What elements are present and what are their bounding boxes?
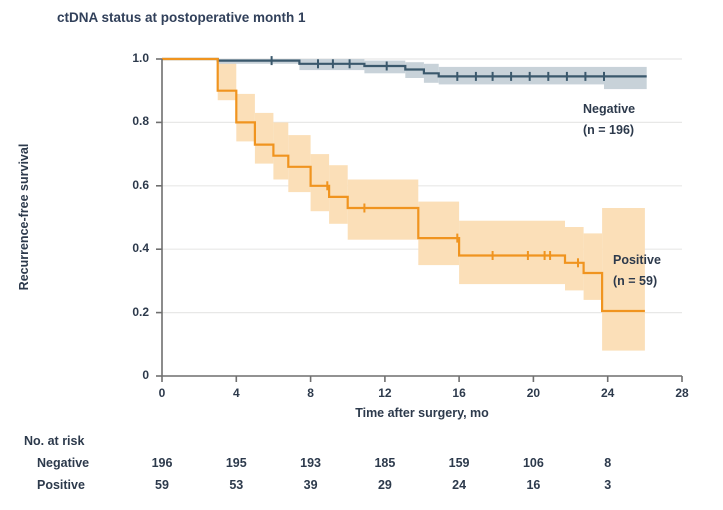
x-tick-label: 0 — [158, 386, 166, 400]
risk-value: 29 — [377, 478, 392, 492]
risk-value: 24 — [452, 478, 467, 492]
risk-value: 193 — [300, 456, 322, 470]
legend-positive: Positive (n = 59) — [613, 250, 661, 292]
legend-positive-name: Positive — [613, 253, 661, 267]
positive-confidence-band — [217, 62, 237, 101]
y-tick-label: 0.6 — [132, 177, 149, 192]
positive-confidence-band — [347, 179, 419, 240]
risk-row-label-positive: Positive — [37, 478, 85, 492]
positive-confidence-band — [288, 135, 311, 193]
x-tick-label: 4 — [232, 386, 240, 400]
legend-negative-name: Negative — [583, 102, 636, 116]
risk-value: 53 — [229, 478, 244, 492]
y-tick-label: 1.0 — [132, 51, 149, 65]
risk-value: 159 — [448, 456, 470, 470]
y-tick-label: 0 — [142, 368, 149, 382]
positive-confidence-band — [602, 208, 645, 351]
positive-confidence-band — [310, 154, 330, 212]
risk-value: 195 — [225, 456, 247, 470]
x-tick-label: 28 — [675, 386, 689, 400]
y-tick-label: 0.4 — [132, 241, 149, 256]
legend-negative: Negative (n = 196) — [583, 99, 635, 141]
positive-km-curve — [162, 57, 645, 313]
x-tick-label: 16 — [452, 386, 466, 400]
positive-confidence-band — [236, 93, 255, 142]
y-tick-label: 0.8 — [132, 114, 149, 129]
risk-value: 8 — [604, 456, 612, 470]
x-axis-label: Time after surgery, mo — [355, 406, 489, 420]
legend-positive-count: (n = 59) — [613, 274, 658, 288]
positive-confidence-band — [273, 122, 289, 180]
risk-value: 3 — [604, 478, 612, 492]
positive-confidence-band — [583, 233, 603, 300]
positive-confidence-band — [418, 201, 460, 266]
risk-row-label-negative: Negative — [37, 456, 90, 470]
risk-value: 185 — [374, 456, 396, 470]
risk-value: 59 — [155, 478, 169, 492]
positive-confidence-band — [254, 112, 274, 164]
risk-value: 39 — [303, 478, 318, 492]
chart-title: ctDNA status at postoperative month 1 — [57, 10, 306, 25]
x-tick-label: 8 — [307, 386, 314, 400]
y-tick-label: 0.2 — [132, 304, 149, 319]
positive-confidence-band — [565, 227, 584, 291]
x-tick-label: 12 — [378, 386, 392, 400]
positive-confidence-band — [459, 220, 565, 285]
risk-value: 16 — [526, 478, 541, 492]
positive-confidence-band — [329, 165, 348, 224]
risk-value: 106 — [522, 456, 544, 470]
x-tick-label: 20 — [526, 386, 541, 400]
risk-table-header: No. at risk — [24, 434, 85, 448]
risk-value: 196 — [151, 456, 173, 470]
legend-negative-count: (n = 196) — [583, 123, 635, 137]
negative-km-curve — [162, 57, 647, 78]
x-tick-label: 24 — [601, 386, 615, 400]
negative-confidence-band — [604, 66, 647, 90]
